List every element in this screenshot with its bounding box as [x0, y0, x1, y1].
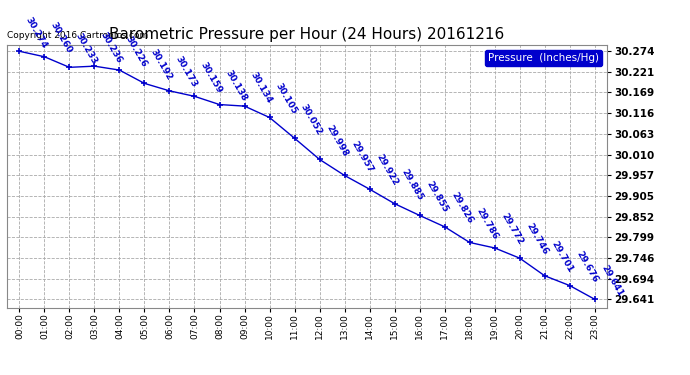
Text: 30.173: 30.173 — [174, 55, 199, 89]
Text: Copyright 2016 Cartronics.com: Copyright 2016 Cartronics.com — [7, 31, 148, 40]
Text: 30.159: 30.159 — [199, 60, 224, 95]
Text: 30.134: 30.134 — [249, 70, 274, 105]
Text: 29.786: 29.786 — [474, 206, 500, 241]
Text: 29.855: 29.855 — [424, 179, 449, 214]
Text: 29.826: 29.826 — [449, 190, 474, 225]
Text: 29.676: 29.676 — [574, 249, 600, 284]
Text: 30.233: 30.233 — [74, 32, 99, 66]
Text: 29.957: 29.957 — [349, 139, 375, 174]
Text: 29.641: 29.641 — [599, 263, 624, 298]
Text: 30.226: 30.226 — [124, 34, 149, 69]
Text: 29.998: 29.998 — [324, 123, 349, 158]
Text: 29.885: 29.885 — [399, 168, 424, 202]
Text: 29.772: 29.772 — [499, 211, 524, 246]
Text: 30.236: 30.236 — [99, 30, 124, 64]
Text: 29.922: 29.922 — [374, 153, 400, 188]
Text: 30.192: 30.192 — [149, 47, 174, 82]
Text: 30.105: 30.105 — [274, 82, 299, 116]
Text: 30.138: 30.138 — [224, 69, 249, 103]
Text: 29.701: 29.701 — [549, 240, 574, 274]
Text: 29.746: 29.746 — [524, 222, 549, 256]
Title: Barometric Pressure per Hour (24 Hours) 20161216: Barometric Pressure per Hour (24 Hours) … — [110, 27, 504, 42]
Text: 30.052: 30.052 — [299, 102, 324, 136]
Legend: Pressure  (Inches/Hg): Pressure (Inches/Hg) — [485, 50, 602, 66]
Text: 30.274: 30.274 — [24, 15, 49, 50]
Text: 30.260: 30.260 — [49, 21, 74, 55]
